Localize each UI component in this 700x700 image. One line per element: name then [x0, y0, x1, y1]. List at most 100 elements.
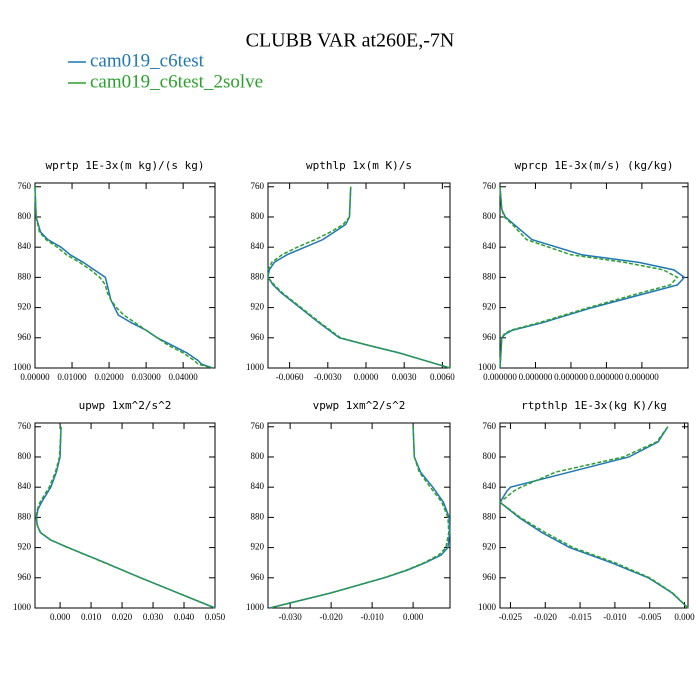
y-tick-label: 1000 [246, 362, 265, 372]
series-line [498, 426, 689, 609]
x-tick-label: 0.000000 [590, 372, 624, 382]
y-tick-label: 760 [483, 421, 497, 431]
plot-frame [499, 422, 689, 609]
y-tick-label: 840 [251, 481, 265, 491]
x-tick-label: -0.0060 [276, 372, 304, 382]
x-tick-label: 0.0060 [430, 372, 455, 382]
y-tick-label: 840 [483, 241, 497, 251]
series-line [267, 186, 451, 369]
series-line [35, 426, 216, 609]
y-tick-label: 880 [483, 271, 497, 281]
x-tick-label: 0.000 [403, 612, 424, 622]
series-line [499, 426, 689, 609]
panel-title: wprcp 1E-3x(m/s) (kg/kg) [515, 159, 674, 172]
x-tick-label: -0.010 [360, 612, 384, 622]
series-line [35, 426, 216, 609]
panel-title: upwp 1xm^2/s^2 [79, 399, 172, 412]
y-tick-label: 920 [18, 302, 32, 312]
y-tick-label: 960 [18, 332, 32, 342]
y-tick-label: 1000 [478, 362, 497, 372]
y-tick-label: 920 [483, 542, 497, 552]
plot-frame [34, 182, 216, 369]
y-tick-label: 920 [483, 302, 497, 312]
x-tick-label: 0.00000 [20, 372, 50, 382]
y-tick-label: 800 [251, 211, 265, 221]
x-tick-label: 0.000000 [519, 372, 553, 382]
x-tick-label: 0.000000 [625, 372, 659, 382]
x-tick-label: -0.005 [638, 612, 662, 622]
x-tick-label: -0.010 [603, 612, 627, 622]
y-tick-label: 760 [18, 181, 32, 191]
series-line [34, 186, 214, 369]
x-tick-label: 0.020 [112, 612, 133, 622]
panel-title: wpthlp 1x(m K)/s [306, 159, 412, 172]
y-tick-label: 840 [18, 241, 32, 251]
y-tick-label: 1000 [478, 602, 497, 612]
x-tick-label: -0.025 [499, 612, 523, 622]
y-tick-label: 840 [251, 241, 265, 251]
y-tick-label: 760 [18, 421, 32, 431]
y-tick-label: 920 [251, 302, 265, 312]
x-tick-label: -0.030 [279, 612, 303, 622]
plot-frame [267, 422, 451, 609]
y-tick-label: 760 [483, 181, 497, 191]
x-tick-label: 0.01000 [57, 372, 87, 382]
x-tick-label: 0.04000 [169, 372, 199, 382]
x-tick-label: 0.030 [143, 612, 164, 622]
series-line [499, 186, 679, 369]
legend-label: cam019_c6test [90, 50, 205, 71]
y-tick-label: 800 [18, 451, 32, 461]
y-tick-label: 880 [483, 511, 497, 521]
y-tick-label: 800 [18, 211, 32, 221]
y-tick-label: 960 [483, 332, 497, 342]
y-tick-label: 920 [251, 542, 265, 552]
x-tick-label: 0.000 [50, 612, 71, 622]
y-tick-label: 800 [483, 211, 497, 221]
figure-title: CLUBB VAR at260E,-7N [246, 30, 455, 52]
panel-title: wprtp 1E-3x(m kg)/(s kg) [46, 159, 205, 172]
y-tick-label: 1000 [13, 362, 32, 372]
x-tick-label: 0.0000 [354, 372, 379, 382]
plot-frame [267, 182, 451, 369]
y-tick-label: 1000 [246, 602, 265, 612]
x-tick-label: -0.015 [568, 612, 592, 622]
y-tick-label: 960 [18, 572, 32, 582]
y-tick-label: 880 [251, 271, 265, 281]
x-tick-label: -0.0030 [314, 372, 342, 382]
x-tick-label: 0.050 [205, 612, 226, 622]
y-tick-label: 840 [483, 481, 497, 491]
plot-frame [499, 182, 689, 369]
x-tick-label: 0.0030 [392, 372, 417, 382]
y-tick-label: 960 [251, 332, 265, 342]
y-tick-label: 760 [251, 181, 265, 191]
x-tick-label: 0.03000 [131, 372, 161, 382]
y-tick-label: 920 [18, 542, 32, 552]
y-tick-label: 760 [251, 421, 265, 431]
y-tick-label: 880 [18, 271, 32, 281]
series-line [499, 186, 686, 369]
series-line [34, 186, 213, 369]
legend-label: cam019_c6test_2solve [90, 71, 263, 92]
x-tick-label: 0.000000 [483, 372, 517, 382]
x-tick-label: 0.040 [174, 612, 195, 622]
series-line [269, 426, 451, 609]
x-tick-label: -0.020 [534, 612, 558, 622]
x-tick-label: 0.02000 [94, 372, 124, 382]
y-tick-label: 1000 [13, 602, 32, 612]
panel-title: rtpthlp 1E-3x(kg K)/kg [521, 399, 667, 412]
x-tick-label: 0.010 [81, 612, 102, 622]
panel-title: vpwp 1xm^2/s^2 [313, 399, 406, 412]
plot-frame [34, 422, 216, 609]
x-tick-label: 0.000000 [554, 372, 588, 382]
y-tick-label: 880 [18, 511, 32, 521]
x-tick-label: 0.000 [674, 612, 695, 622]
y-tick-label: 960 [483, 572, 497, 582]
y-tick-label: 880 [251, 511, 265, 521]
y-tick-label: 800 [251, 451, 265, 461]
series-line [267, 186, 451, 369]
y-tick-label: 960 [251, 572, 265, 582]
series-line [269, 426, 450, 609]
x-tick-label: -0.020 [320, 612, 344, 622]
y-tick-label: 840 [18, 481, 32, 491]
